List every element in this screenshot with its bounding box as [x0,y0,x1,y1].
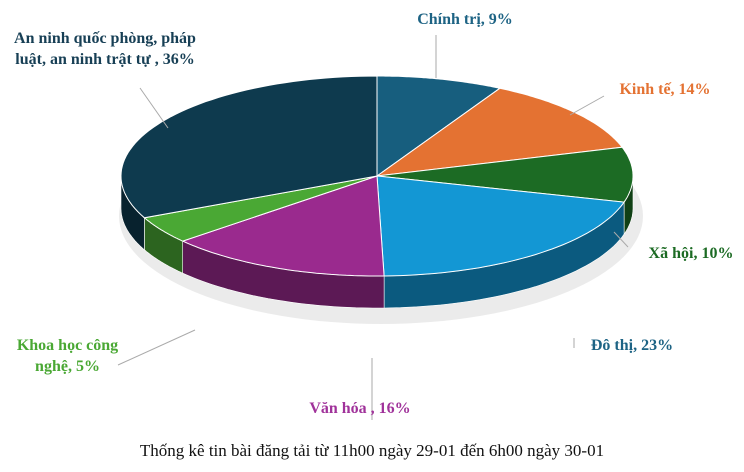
slice-2 [376,146,634,203]
label-kinh-te: Kinh tế, 14% [619,81,711,98]
leader-line-5 [117,329,196,366]
chart-caption: Thống kê tin bài đăng tải từ 11h00 ngày … [139,441,605,460]
slice-4 [181,175,385,277]
label-do-thi: Đô thị, 23% [590,337,674,354]
label-an-ninh: An ninh quốc phòng, pháp luật, an ninh t… [14,30,196,68]
slice-3 [376,175,626,277]
leader-line-6 [139,87,169,129]
leader-line-2 [613,231,629,248]
slice-6 [120,75,378,219]
label-chinh-tri: Chính trị, 9% [417,11,513,28]
label-xa-hoi: Xã hội, 10% [648,245,734,262]
slice-5 [143,175,378,242]
label-khoa-hoc-cong-nghe: Khoa học công nghệ, 5% [16,337,119,375]
slice-0 [376,75,502,177]
leader-line-1 [569,95,605,116]
label-van-hoa: Văn hóa , 16% [309,400,411,417]
